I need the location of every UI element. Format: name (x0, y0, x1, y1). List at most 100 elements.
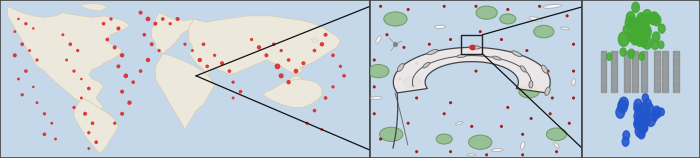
Point (32, 59, 43, 61)
Point (272, 65, 283, 68)
Point (187, 49, 198, 52)
Ellipse shape (520, 66, 526, 72)
Circle shape (636, 15, 648, 30)
Polygon shape (152, 13, 207, 54)
Polygon shape (393, 47, 550, 93)
Ellipse shape (403, 77, 421, 88)
Point (411, 97, 422, 99)
Point (83, 147, 94, 150)
Ellipse shape (428, 49, 438, 55)
Point (76, 78, 87, 80)
Point (20, 70, 32, 72)
Circle shape (640, 107, 650, 119)
Point (113, 65, 124, 68)
Point (46, 122, 57, 125)
Circle shape (616, 107, 624, 118)
Point (80, 112, 91, 115)
Ellipse shape (500, 14, 516, 24)
Point (481, 154, 492, 156)
Point (228, 81, 239, 83)
Circle shape (626, 12, 635, 23)
Circle shape (634, 99, 642, 110)
Point (135, 11, 146, 14)
Ellipse shape (376, 36, 381, 43)
Polygon shape (288, 76, 303, 82)
Point (72, 49, 83, 52)
Point (283, 59, 294, 61)
Point (390, 43, 401, 46)
Circle shape (631, 35, 638, 45)
Point (496, 38, 507, 41)
Circle shape (636, 36, 643, 46)
Circle shape (620, 48, 626, 56)
Circle shape (650, 12, 659, 24)
Point (502, 8, 513, 11)
Circle shape (634, 104, 640, 112)
Circle shape (629, 31, 636, 41)
Point (526, 117, 537, 120)
Ellipse shape (561, 27, 569, 30)
Circle shape (644, 99, 651, 108)
Point (402, 8, 414, 11)
Point (146, 43, 158, 46)
Circle shape (652, 15, 661, 26)
Circle shape (606, 53, 612, 60)
Point (102, 38, 113, 41)
Circle shape (634, 110, 643, 123)
Circle shape (638, 52, 645, 60)
Point (369, 86, 380, 88)
Point (135, 70, 146, 72)
Circle shape (652, 40, 659, 49)
Point (517, 154, 528, 156)
Point (502, 106, 513, 109)
Circle shape (643, 36, 652, 49)
Point (339, 75, 350, 77)
Ellipse shape (491, 149, 503, 152)
Point (116, 54, 127, 57)
Circle shape (634, 121, 640, 129)
Point (32, 101, 43, 104)
Point (64, 43, 76, 46)
Point (209, 54, 220, 57)
Circle shape (634, 25, 642, 36)
Point (283, 81, 294, 83)
Circle shape (640, 103, 648, 113)
Ellipse shape (545, 87, 550, 95)
Point (261, 54, 272, 57)
Point (547, 97, 558, 99)
Point (142, 18, 153, 20)
Point (542, 70, 554, 72)
Point (28, 86, 39, 88)
Point (424, 43, 435, 46)
Point (164, 22, 176, 25)
Ellipse shape (436, 134, 452, 144)
Circle shape (636, 27, 644, 38)
Circle shape (646, 114, 655, 126)
Point (316, 43, 328, 46)
Ellipse shape (456, 122, 463, 125)
Circle shape (649, 13, 657, 25)
Circle shape (641, 117, 647, 125)
Point (439, 112, 450, 115)
Point (568, 43, 579, 46)
Circle shape (639, 23, 650, 37)
Polygon shape (311, 38, 318, 43)
Circle shape (640, 38, 648, 47)
Ellipse shape (379, 127, 403, 141)
Point (276, 49, 287, 52)
Point (411, 150, 422, 153)
Point (411, 62, 422, 64)
Point (475, 30, 486, 33)
Point (302, 122, 313, 125)
Point (235, 90, 246, 93)
Point (113, 27, 124, 30)
Point (116, 90, 127, 93)
Point (9, 54, 20, 57)
Point (466, 46, 477, 49)
Ellipse shape (547, 128, 567, 141)
Ellipse shape (456, 55, 466, 58)
Point (13, 18, 24, 20)
Point (76, 97, 87, 99)
Circle shape (652, 114, 657, 121)
Point (309, 109, 320, 112)
